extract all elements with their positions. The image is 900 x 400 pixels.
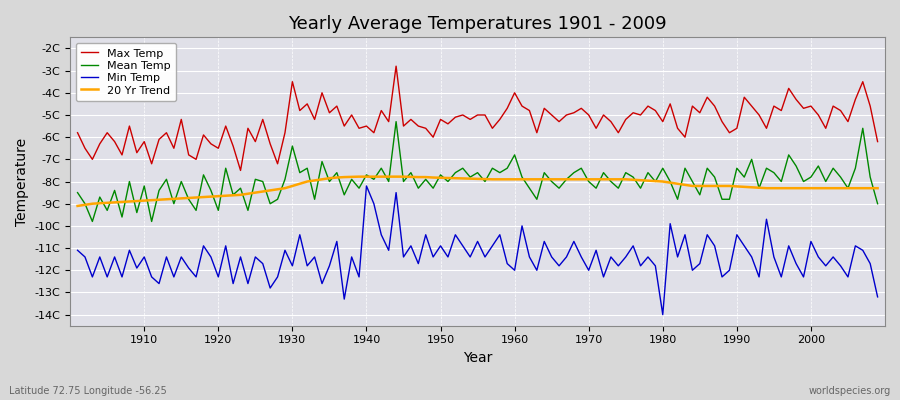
- Max Temp: [524, 108, 535, 113]
- Min Temp: [657, 312, 668, 317]
- Mean Temp: [524, 186, 535, 190]
- Mean Temp: [391, 119, 401, 124]
- 20 Yr Trend: [509, 177, 520, 182]
- Text: Latitude 72.75 Longitude -56.25: Latitude 72.75 Longitude -56.25: [9, 386, 166, 396]
- 20 Yr Trend: [72, 204, 83, 208]
- Min Temp: [606, 254, 616, 259]
- Min Temp: [509, 268, 520, 273]
- Mean Temp: [613, 186, 624, 190]
- Mean Temp: [346, 177, 357, 182]
- 20 Yr Trend: [131, 199, 142, 204]
- Mean Temp: [872, 201, 883, 206]
- Max Temp: [302, 102, 312, 106]
- Mean Temp: [87, 219, 98, 224]
- Mean Temp: [302, 166, 312, 171]
- Line: 20 Yr Trend: 20 Yr Trend: [77, 177, 878, 206]
- Line: Min Temp: Min Temp: [77, 186, 878, 315]
- Line: Max Temp: Max Temp: [77, 66, 878, 170]
- Min Temp: [338, 297, 349, 302]
- 20 Yr Trend: [872, 186, 883, 190]
- Mean Temp: [72, 190, 83, 195]
- Min Temp: [361, 184, 372, 188]
- Min Temp: [517, 224, 527, 228]
- Max Temp: [235, 168, 246, 173]
- 20 Yr Trend: [606, 177, 616, 182]
- Title: Yearly Average Temperatures 1901 - 2009: Yearly Average Temperatures 1901 - 2009: [288, 15, 667, 33]
- Max Temp: [131, 150, 142, 155]
- Line: Mean Temp: Mean Temp: [77, 122, 878, 222]
- Min Temp: [131, 266, 142, 270]
- Max Temp: [517, 104, 527, 108]
- 20 Yr Trend: [338, 175, 349, 180]
- Min Temp: [294, 232, 305, 237]
- Mean Temp: [139, 184, 149, 188]
- Max Temp: [872, 139, 883, 144]
- Legend: Max Temp, Mean Temp, Min Temp, 20 Yr Trend: Max Temp, Mean Temp, Min Temp, 20 Yr Tre…: [76, 43, 176, 101]
- Mean Temp: [517, 175, 527, 180]
- 20 Yr Trend: [354, 174, 364, 179]
- Text: worldspecies.org: worldspecies.org: [809, 386, 891, 396]
- Min Temp: [872, 294, 883, 299]
- Max Temp: [391, 64, 401, 68]
- Y-axis label: Temperature: Temperature: [15, 138, 29, 226]
- Max Temp: [613, 130, 624, 135]
- 20 Yr Trend: [517, 177, 527, 182]
- 20 Yr Trend: [294, 181, 305, 186]
- X-axis label: Year: Year: [463, 351, 492, 365]
- Max Temp: [72, 130, 83, 135]
- Max Temp: [346, 112, 357, 117]
- Min Temp: [72, 248, 83, 253]
